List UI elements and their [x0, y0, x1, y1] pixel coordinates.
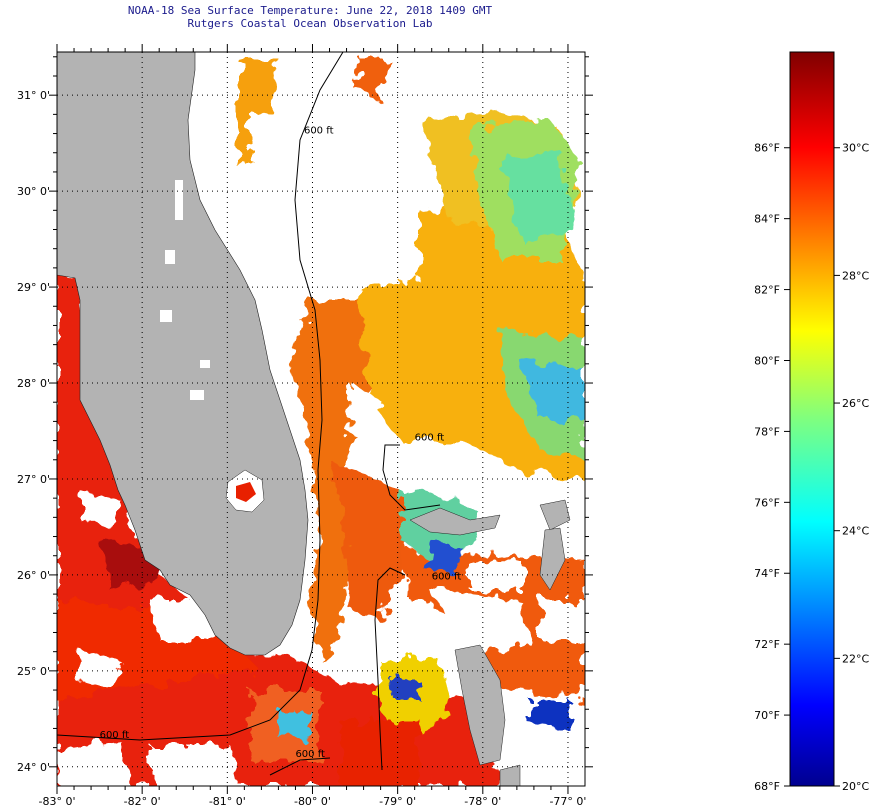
- colorbar-f-label: 76°F: [754, 496, 780, 509]
- colorbar-f-label: 74°F: [754, 567, 780, 580]
- bahamas-islands: [409, 499, 571, 786]
- lon-label: -77° 0': [549, 795, 586, 808]
- colorbar-c-label: 24°C: [842, 525, 869, 538]
- colorbar-c-label: 30°C: [842, 142, 869, 155]
- longitude-labels: -83° 0' -82° 0' -81° 0' -80° 0' -79° 0' -78° …: [39, 795, 587, 808]
- lon-label: -82° 0': [124, 795, 161, 808]
- isobath-label: 600 ft: [415, 433, 445, 444]
- lat-label: 30° 0': [17, 185, 50, 198]
- isobath-label: 600 ft: [295, 749, 325, 760]
- isobath-600ft: [57, 52, 441, 776]
- lat-label: 31° 0': [17, 89, 50, 102]
- map-frame: [56, 51, 586, 787]
- inland-lakes: [160, 180, 210, 400]
- axis-ticks: [49, 44, 593, 794]
- sst-field: [57, 60, 585, 786]
- isobath-label: 600 ft: [304, 126, 334, 137]
- map-title: NOAA-18 Sea Surface Temperature: June 22…: [127, 4, 493, 17]
- colorbar-ticks: 68°F 70°F 72°F 74°F 76°F 78°F 80°F 82°F 84°F 86°F…: [754, 142, 869, 793]
- lat-label: 26° 0': [17, 569, 50, 582]
- lon-label: -83° 0': [39, 795, 76, 808]
- colorbar-c-label: 22°C: [842, 652, 869, 665]
- lat-label: 29° 0': [17, 281, 50, 294]
- colorbar-f-label: 70°F: [754, 709, 780, 722]
- lat-label: 28° 0': [17, 377, 50, 390]
- colorbar-f-label: 78°F: [754, 425, 780, 438]
- colorbar-f-label: 86°F: [754, 142, 780, 155]
- isobath-label: 600 ft: [100, 730, 130, 741]
- colorbar-f-label: 82°F: [754, 284, 780, 297]
- isobath-label: 600 ft: [432, 572, 462, 583]
- isobath-labels: 600 ft 600 ft 600 ft 600 ft 600 ft: [100, 126, 462, 761]
- lat-label: 25° 0': [17, 665, 50, 678]
- lat-label: 27° 0': [17, 473, 50, 486]
- colorbar-c-label: 20°C: [842, 780, 869, 793]
- colorbar: [789, 51, 835, 787]
- map-subtitle: Rutgers Coastal Ocean Observation Lab: [187, 17, 433, 30]
- graticule: [56, 52, 585, 786]
- colorbar-f-label: 68°F: [754, 780, 780, 793]
- colorbar-f-label: 72°F: [754, 638, 780, 651]
- lon-label: -80° 0': [294, 795, 331, 808]
- colorbar-c-label: 26°C: [842, 397, 869, 410]
- latitude-labels: 24° 0' 25° 0' 26° 0' 27° 0' 28° 0' 29° 0' 30° …: [17, 89, 50, 774]
- colorbar-c-label: 28°C: [842, 269, 869, 282]
- colorbar-f-label: 84°F: [754, 213, 780, 226]
- colorbar-f-label: 80°F: [754, 354, 780, 367]
- lat-label: 24° 0': [17, 761, 50, 774]
- lon-label: -81° 0': [209, 795, 246, 808]
- lon-label: -78° 0': [464, 795, 501, 808]
- lon-label: -79° 0': [379, 795, 416, 808]
